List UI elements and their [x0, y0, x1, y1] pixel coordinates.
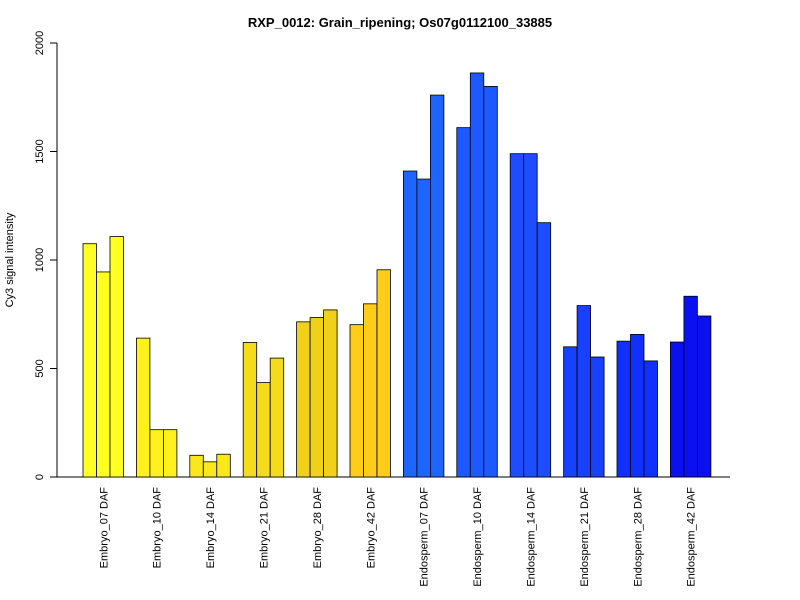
bar — [216, 453, 231, 478]
y-tick-label: 0 — [34, 474, 46, 480]
x-tick-label: Endosperm_07 DAF — [419, 487, 431, 587]
y-ticks: 0 500 1000 1500 2000 — [34, 31, 57, 480]
x-tick-label: Embryo_42 DAF — [365, 487, 377, 569]
bar — [697, 315, 712, 478]
y-tick-label: 500 — [34, 359, 46, 377]
y-tick-label: 2000 — [34, 31, 46, 55]
x-tick-label: Endosperm_14 DAF — [525, 487, 537, 587]
bar — [109, 236, 124, 478]
bar — [269, 357, 285, 478]
bar — [135, 337, 151, 478]
x-tick-label: Embryo_21 DAF — [258, 487, 270, 569]
bar — [576, 305, 591, 478]
x-tick-label: Embryo_10 DAF — [152, 487, 164, 569]
x-tick-label: Endosperm_10 DAF — [472, 487, 484, 587]
x-tick-label: Embryo_07 DAF — [98, 487, 110, 569]
bars — [82, 72, 712, 478]
x-tick-label: Endosperm_21 DAF — [579, 487, 591, 587]
bar — [376, 269, 391, 478]
bar — [416, 178, 431, 478]
x-tick-label: Embryo_28 DAF — [312, 487, 324, 569]
bar — [536, 222, 552, 478]
bar — [683, 295, 698, 478]
x-tick-label: Endosperm_28 DAF — [632, 487, 644, 587]
bar — [670, 341, 685, 478]
bar — [469, 72, 485, 478]
bar — [149, 429, 164, 478]
bar — [630, 334, 645, 478]
chart-title: RXP_0012: Grain_ripening; Os07g0112100_3… — [248, 15, 552, 30]
bar — [162, 429, 178, 478]
bar — [82, 243, 97, 478]
bar — [349, 324, 364, 478]
x-tick-labels: Embryo_07 DAF Embryo_10 DAF Embryo_14 DAF E… — [98, 487, 697, 587]
y-tick-label: 1000 — [34, 248, 46, 272]
y-tick-label: 1500 — [34, 139, 46, 163]
bar — [563, 346, 578, 478]
bar — [590, 356, 605, 478]
bar — [523, 153, 538, 478]
bar — [202, 461, 218, 478]
bar — [309, 317, 325, 478]
bar — [616, 340, 631, 478]
x-tick-label: Endosperm_42 DAF — [686, 487, 698, 587]
bar — [363, 303, 378, 478]
bar — [96, 271, 111, 478]
bar — [323, 309, 338, 478]
bar — [643, 360, 658, 478]
bar — [509, 153, 525, 478]
bar — [456, 127, 471, 478]
bar — [242, 342, 258, 478]
bar — [189, 454, 204, 478]
bar — [402, 170, 418, 478]
x-tick-label: Embryo_14 DAF — [205, 487, 217, 569]
bar — [483, 86, 498, 478]
bar — [296, 321, 311, 478]
bar — [256, 382, 271, 478]
y-axis-label: Cy3 signal intensity — [4, 212, 16, 307]
bar — [429, 94, 445, 478]
